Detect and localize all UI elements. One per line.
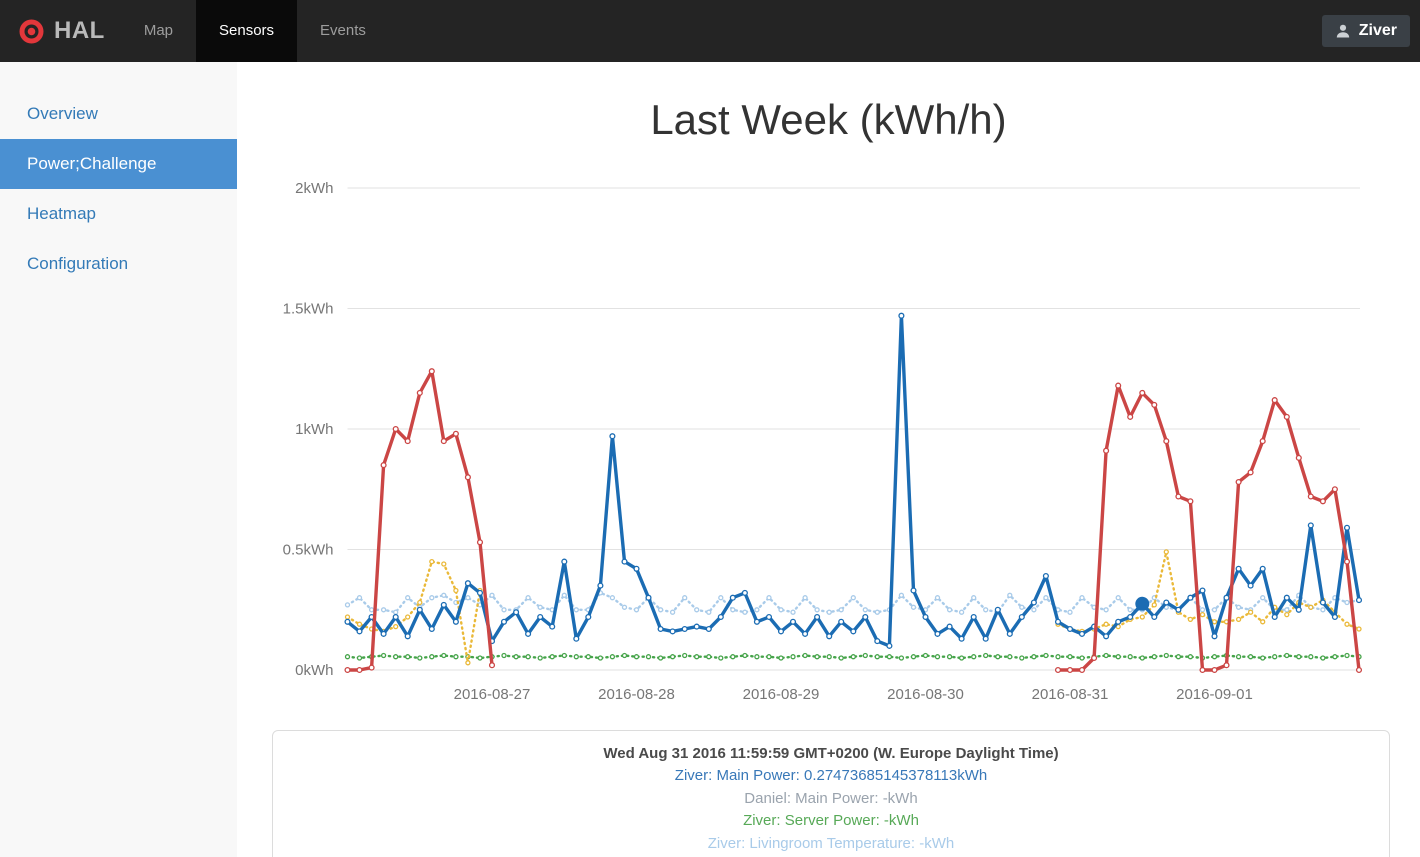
svg-text:2kWh: 2kWh: [295, 180, 333, 197]
svg-text:0.5kWh: 0.5kWh: [283, 542, 334, 559]
highlighted-point: [1135, 596, 1150, 611]
series-line: [344, 312, 1363, 649]
sidebar: Overview Power;Challenge Heatmap Configurat…: [0, 62, 237, 857]
tooltip-timestamp: Wed Aug 31 2016 11:59:59 GMT+0200 (W. Eu…: [603, 745, 1059, 762]
nav-item-sensors[interactable]: Sensors: [196, 0, 298, 62]
tooltip-series-row: Ziver: Livingroom Temperature: -kWh: [707, 834, 955, 852]
svg-text:1.5kWh: 1.5kWh: [283, 301, 334, 318]
power-chart[interactable]: 0kWh 0.5kWh 1kWh 1.5kWh 2kWh 2016-08-27 2016-0…: [237, 62, 1420, 857]
series-line: [344, 368, 1363, 674]
svg-text:2016-08-27: 2016-08-27: [454, 686, 531, 703]
svg-text:2016-09-01: 2016-09-01: [1176, 686, 1253, 703]
sidebar-item-power-challenge[interactable]: Power;Challenge: [0, 139, 237, 189]
nav-item-map[interactable]: Map: [143, 22, 174, 39]
svg-text:2016-08-31: 2016-08-31: [1032, 686, 1109, 703]
sidebar-item-configuration[interactable]: Configuration: [27, 254, 129, 273]
series-line: [344, 652, 1362, 661]
svg-text:2016-08-29: 2016-08-29: [743, 686, 820, 703]
user-name: Ziver: [1358, 22, 1397, 39]
svg-text:2016-08-28: 2016-08-28: [598, 686, 675, 703]
brand[interactable]: HAL: [0, 0, 121, 62]
svg-text:2016-08-30: 2016-08-30: [887, 686, 964, 703]
person-icon: [1335, 23, 1351, 39]
series-line: [344, 549, 1362, 666]
user-menu[interactable]: Ziver: [1321, 15, 1410, 47]
bullseye-logo-icon: [18, 18, 45, 45]
nav-item-events[interactable]: Events: [320, 22, 366, 39]
top-navbar: HAL Map Sensors Events Ziver: [0, 0, 1420, 62]
main-content: 0kWh 0.5kWh 1kWh 1.5kWh 2kWh 2016-08-27 2016-0…: [237, 62, 1420, 857]
sidebar-item-heatmap[interactable]: Heatmap: [27, 204, 96, 223]
chart-tooltip-panel: Wed Aug 31 2016 11:59:59 GMT+0200 (W. Eu…: [272, 730, 1390, 857]
tooltip-rows: Ziver: Main Power: 0.27473685145378113kW…: [273, 765, 1389, 855]
svg-text:0kWh: 0kWh: [295, 662, 333, 679]
navbar-menu: Map Sensors Events: [121, 0, 389, 62]
tooltip-series-row: Ziver: Server Power: -kWh: [743, 812, 919, 830]
tooltip-series-row: Daniel: Main Power: -kWh: [744, 789, 918, 807]
tooltip-series-row: Ziver: Main Power: 0.27473685145378113kW…: [674, 767, 988, 784]
sidebar-item-overview[interactable]: Overview: [27, 104, 98, 123]
brand-title: HAL: [54, 17, 105, 44]
svg-text:1kWh: 1kWh: [295, 421, 333, 438]
page-title: Last Week (kWh/h): [650, 96, 1007, 143]
